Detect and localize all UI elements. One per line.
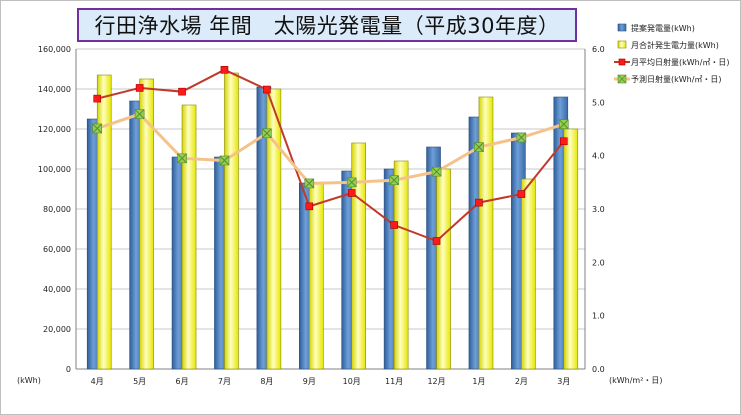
- legend-label: 月合計発生電力量(kWh): [631, 40, 719, 50]
- y-right-tick-label: 1.0: [592, 312, 605, 321]
- chart-title: 行田浄水場 年間 太陽光発電量（平成30年度）: [77, 8, 577, 42]
- legend-swatch: [617, 23, 627, 32]
- point-measured: [305, 202, 314, 211]
- y-right-tick-label: 0.0: [592, 365, 605, 374]
- bar-actual: [393, 160, 409, 370]
- y-left-tick-label: 20,000: [43, 325, 71, 334]
- point-forecast-cross: [219, 155, 230, 166]
- y-right-tick-label: 2.0: [592, 258, 605, 267]
- point-forecast-cross: [558, 119, 569, 130]
- y-left-axis-label: (kWh): [17, 376, 41, 385]
- point-measured: [475, 198, 483, 207]
- y-left-tick-label: 60,000: [43, 245, 71, 254]
- y-left-tick-label: 0: [66, 365, 71, 374]
- y-left-tick-label: 160,000: [38, 45, 71, 54]
- y-right-tick-label: 3.0: [592, 205, 605, 214]
- x-tick-label: 8月: [260, 377, 273, 386]
- legend-label: 月平均日射量(kWh/㎡・日): [631, 57, 730, 67]
- y-right-tick-label: 5.0: [592, 98, 605, 107]
- point-forecast-cross: [431, 166, 442, 177]
- legend-label: 提案発電量(kWh): [631, 23, 695, 33]
- point-forecast-cross: [389, 175, 399, 186]
- point-measured: [263, 85, 271, 94]
- line-forecast: [96, 112, 565, 185]
- x-tick-label: 3月: [557, 377, 570, 386]
- legend-swatch: [617, 40, 627, 49]
- x-tick-label: 12月: [427, 377, 445, 386]
- point-forecast-cross: [304, 178, 315, 189]
- legend-marker: [618, 58, 626, 66]
- bar-actual: [521, 178, 536, 370]
- point-forecast-cross: [92, 123, 103, 134]
- point-measured: [178, 87, 186, 96]
- bar-actual: [224, 72, 239, 370]
- y-left-tick-label: 120,000: [38, 125, 71, 134]
- x-tick-label: 1月: [472, 377, 485, 386]
- x-tick-label: 6月: [175, 377, 188, 386]
- bar-actual: [351, 142, 367, 370]
- point-forecast-cross: [516, 132, 527, 143]
- point-measured: [135, 84, 144, 92]
- point-forecast-cross: [262, 128, 272, 139]
- y-left-tick-label: 140,000: [38, 85, 71, 94]
- y-left-tick-label: 80,000: [43, 205, 71, 214]
- y-right-tick-label: 6.0: [592, 45, 605, 54]
- x-tick-label: 5月: [133, 377, 146, 386]
- x-tick-label: 7月: [218, 377, 231, 386]
- x-tick-label: 10月: [343, 377, 361, 386]
- legend-marker-cross: [617, 74, 627, 84]
- y-left-tick-label: 100,000: [38, 165, 71, 174]
- bar-actual: [181, 104, 197, 370]
- legend-label: 予測日射量(kWh/㎡・日): [631, 74, 722, 84]
- point-forecast-cross: [346, 177, 357, 188]
- bar-actual: [436, 168, 451, 370]
- point-measured: [559, 137, 568, 146]
- bar-actual: [308, 182, 324, 370]
- x-tick-label: 2月: [515, 377, 528, 386]
- bar-actual: [96, 74, 112, 370]
- y-right-axis-label: (kWh/m²・日): [609, 376, 663, 385]
- x-tick-label: 9月: [303, 377, 316, 386]
- point-measured: [390, 221, 398, 229]
- point-forecast-cross: [134, 109, 145, 119]
- point-forecast-cross: [177, 153, 187, 164]
- point-measured: [517, 190, 526, 198]
- x-tick-label: 4月: [91, 377, 104, 386]
- point-measured: [220, 66, 229, 74]
- bar-actual: [266, 88, 282, 370]
- point-forecast-cross: [474, 142, 484, 152]
- line-measured: [96, 68, 565, 243]
- y-left-tick-label: 40,000: [43, 285, 71, 294]
- x-tick-label: 11月: [385, 377, 403, 386]
- point-measured: [93, 94, 102, 103]
- point-measured: [432, 237, 441, 245]
- bar-actual: [139, 78, 154, 370]
- bar-actual: [563, 128, 579, 370]
- bar-actual: [478, 96, 494, 370]
- point-measured: [347, 189, 356, 197]
- y-right-tick-label: 4.0: [592, 152, 605, 161]
